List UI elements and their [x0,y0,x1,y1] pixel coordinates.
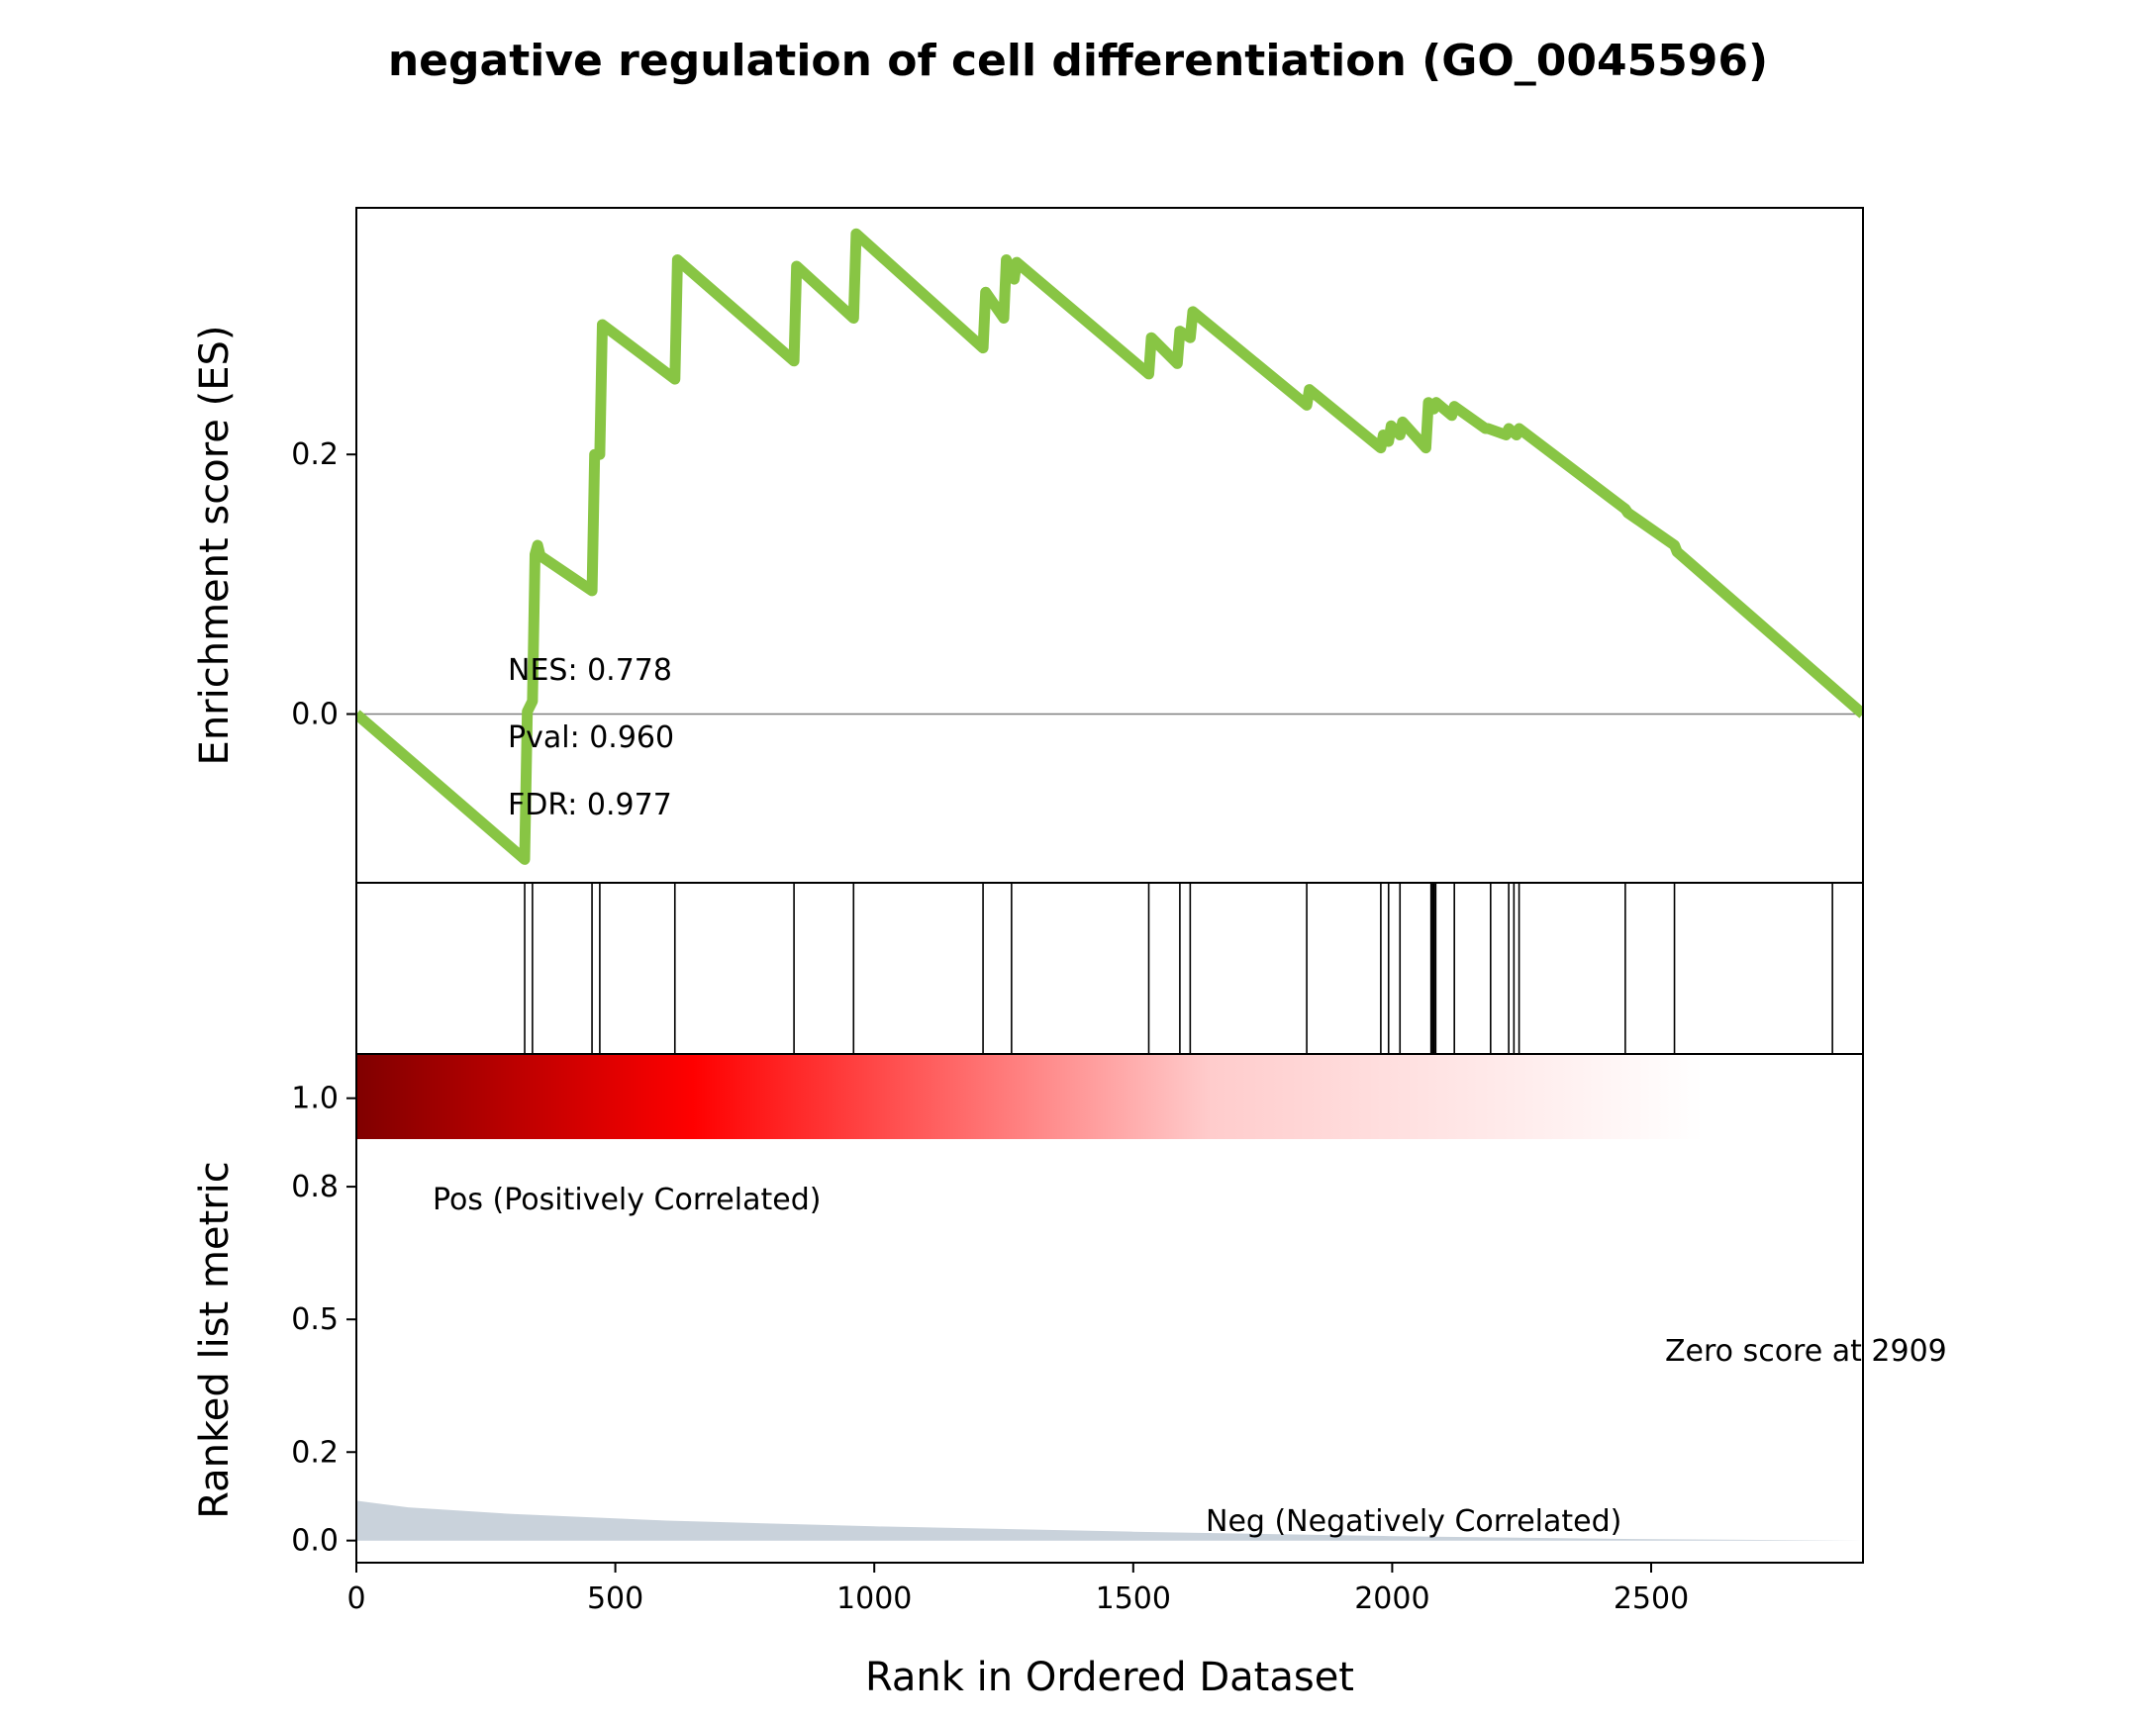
ranked-y-tick-label: 0.2 [291,1435,339,1470]
es-curve [356,228,1863,865]
ranked-y-ticks: 0.0 0.2 0.5 0.8 1.0 [291,1082,356,1559]
ranked-y-tick-label: 0.0 [291,1524,339,1559]
fdr-annotation: FDR: 0.977 [508,788,672,822]
x-tick-label: 500 [587,1581,643,1616]
x-tick-label: 1500 [1096,1581,1171,1616]
es-y-axis-label: Enrichment score (ES) [192,326,238,766]
hit-lines [524,883,1833,1054]
rank-heatmap [356,1054,1863,1139]
x-tick-label: 2000 [1354,1581,1429,1616]
x-tick-label: 2500 [1614,1581,1689,1616]
chart-title: negative regulation of cell differentiat… [388,36,1768,86]
ranked-panel-frame [355,1053,1864,1564]
zero-score-label: Zero score at 2909 [1665,1334,1947,1369]
ranked-metric-area [356,1500,1863,1541]
hits-panel [355,882,1864,1055]
ranked-y-axis-label: Ranked list metric [192,1161,238,1519]
x-tick-label: 0 [346,1581,365,1616]
x-tick-label: 1000 [836,1581,912,1616]
pval-annotation: Pval: 0.960 [508,720,674,755]
ranked-y-tick-label: 1.0 [291,1082,339,1116]
ranked-panel: 0.0 0.2 0.5 0.8 1.0 Pos (Positively Correlat… [192,1053,1947,1564]
es-panel-frame [355,207,1864,884]
x-axis-ticks: 0 500 1000 1500 2000 2500 [346,1563,1689,1616]
ranked-y-tick-label: 0.8 [291,1170,339,1204]
ranked-y-tick-label: 0.5 [291,1302,339,1337]
hits-panel-frame [355,882,1864,1055]
es-y-tick-label: 0.2 [291,437,339,472]
es-y-ticks: 0.0 0.2 [291,437,356,732]
es-panel: 0.0 0.2 NES: 0.778 Pval: 0.960 FDR: 0.977… [192,207,1864,884]
es-y-tick-label: 0.0 [291,698,339,732]
x-axis-label: Rank in Ordered Dataset [865,1655,1354,1700]
neg-correlated-label: Neg (Negatively Correlated) [1206,1504,1621,1539]
nes-annotation: NES: 0.778 [508,653,672,688]
pos-correlated-label: Pos (Positively Correlated) [433,1183,821,1217]
